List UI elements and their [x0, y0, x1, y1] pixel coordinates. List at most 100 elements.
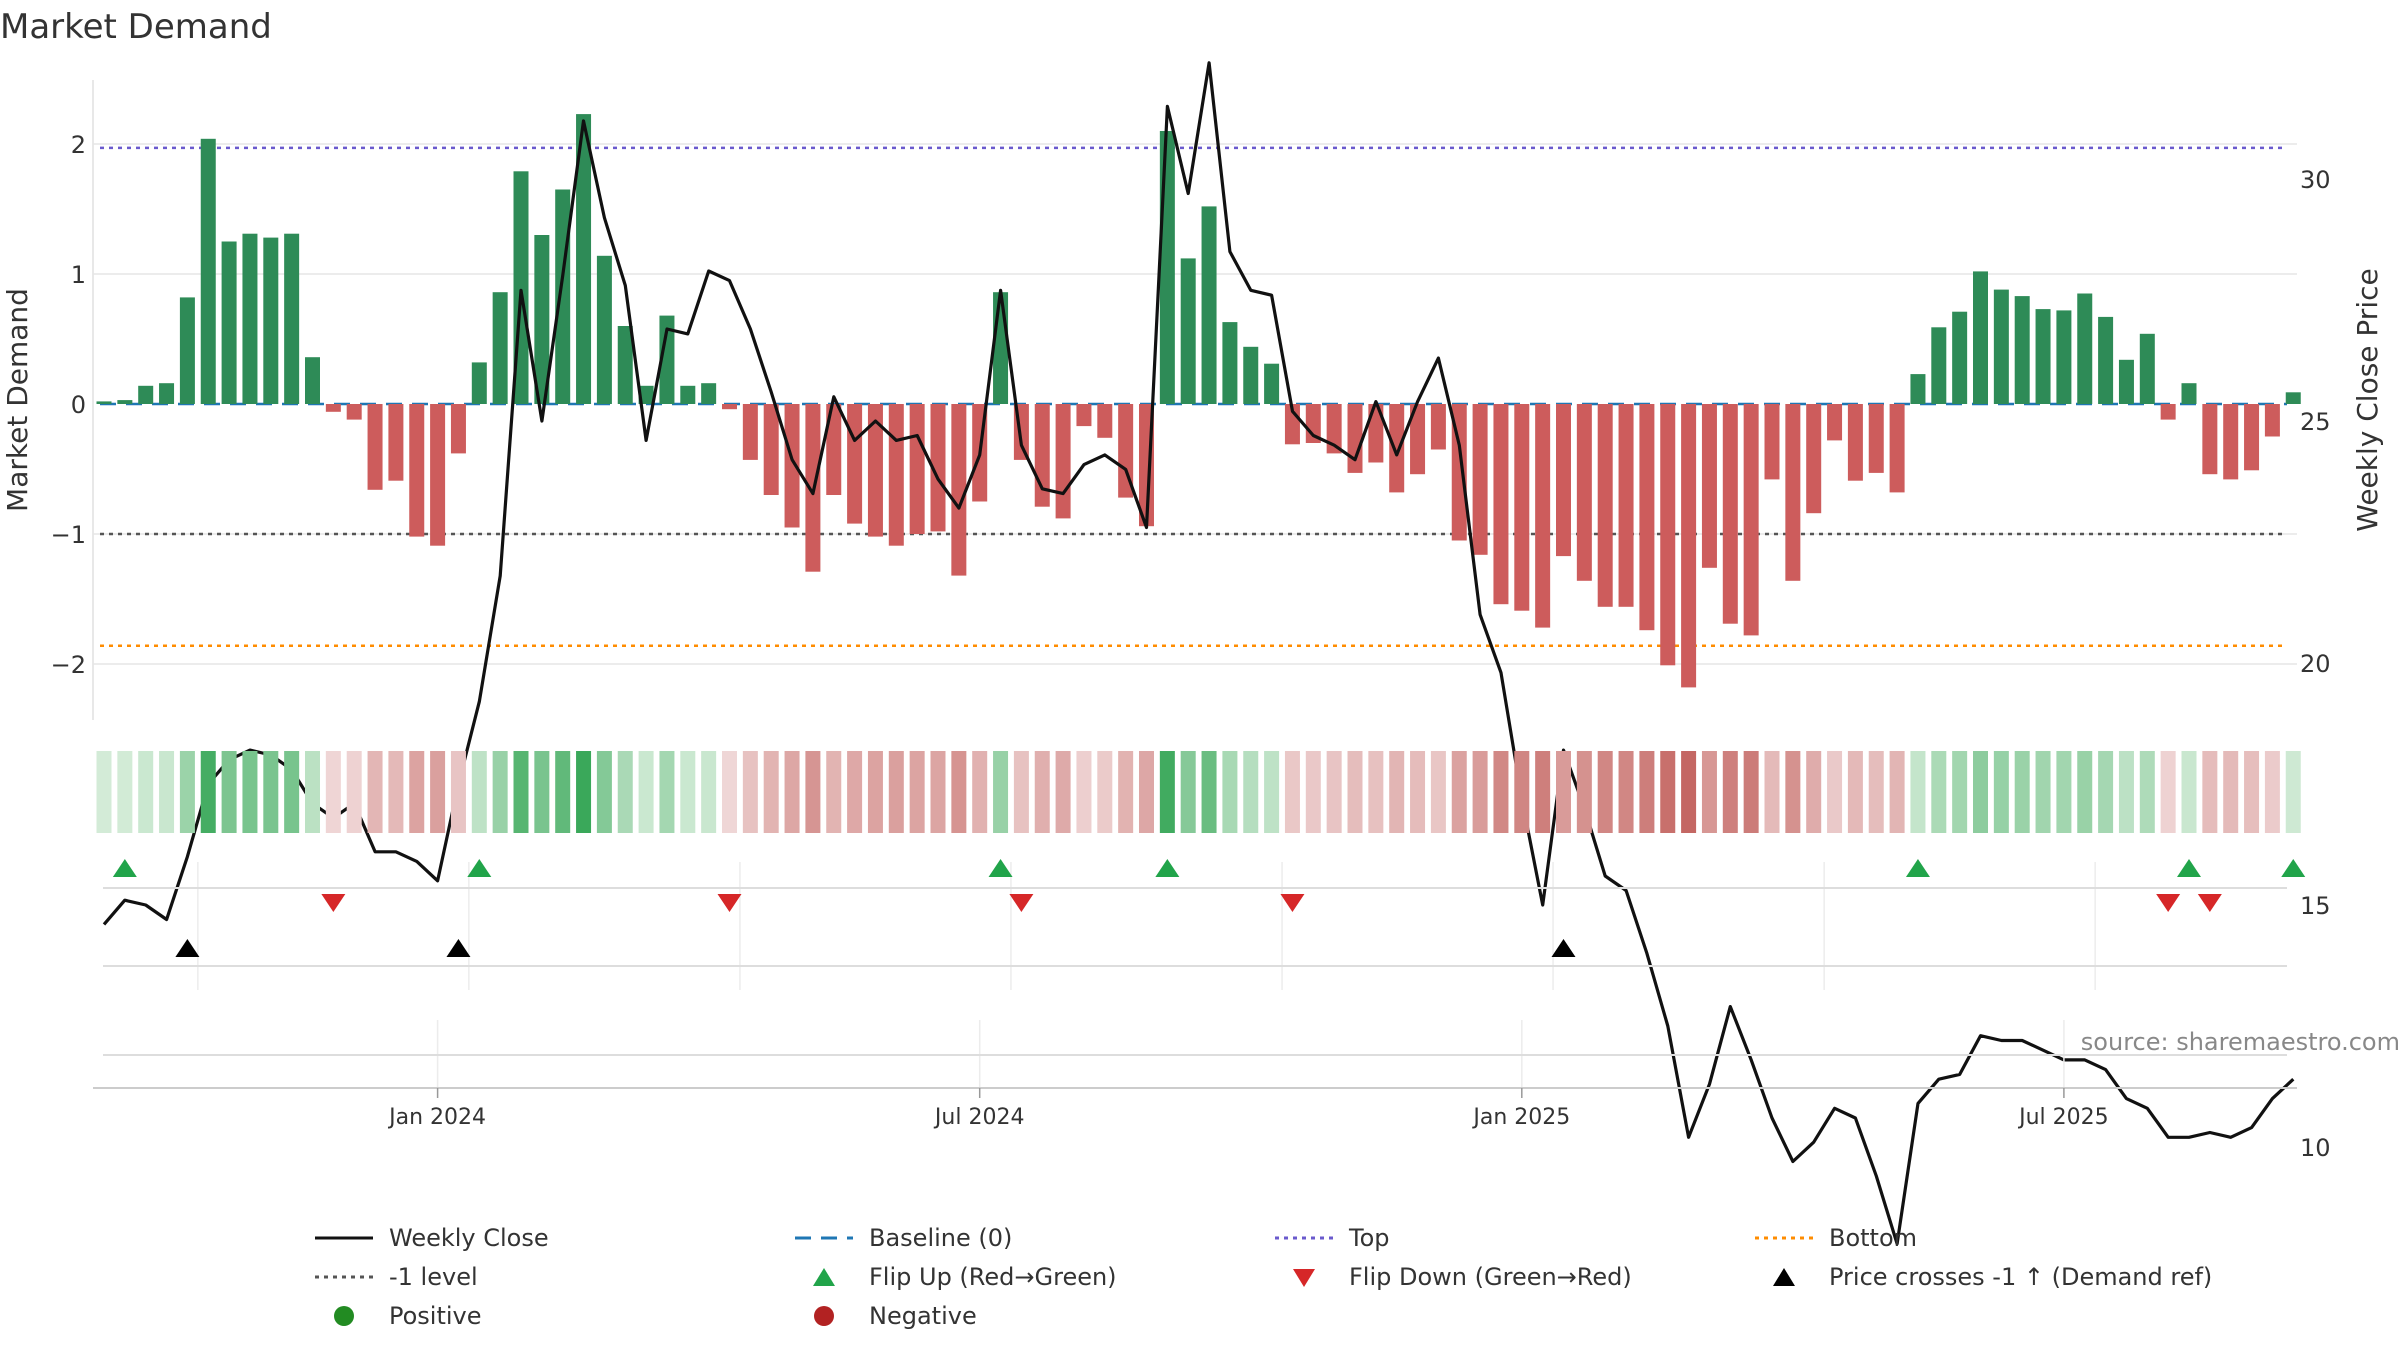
demand-bar: [1493, 404, 1509, 605]
demand-bar: [138, 385, 154, 404]
demand-bar: [159, 383, 175, 404]
demand-bar: [284, 233, 300, 404]
flip-up-marker: [2177, 859, 2201, 877]
chart-title: Market Demand: [0, 7, 272, 47]
x-tick-label: Jul 2025: [2017, 1105, 2109, 1130]
demand-bar: [1222, 322, 1238, 404]
demand-bar: [2077, 293, 2093, 404]
strip-cell: [1576, 751, 1592, 833]
demand-bar: [221, 241, 237, 404]
strip-cell: [1889, 751, 1905, 833]
demand-bar: [1889, 404, 1905, 493]
strip-cell: [826, 751, 842, 833]
demand-bar: [471, 362, 487, 404]
demand-bar: [555, 189, 571, 404]
demand-bar: [617, 326, 633, 404]
demand-bar: [680, 385, 696, 404]
strip-cell: [951, 751, 967, 833]
flip-down-marker: [2197, 894, 2222, 912]
strip-cell: [117, 751, 133, 833]
demand-bar: [450, 404, 466, 454]
demand-bar: [1180, 258, 1196, 404]
strip-cell: [701, 751, 717, 833]
demand-bar: [305, 357, 320, 404]
strip-cell: [284, 751, 300, 833]
demand-bar: [1326, 404, 1342, 454]
strip-cell: [1305, 751, 1321, 833]
strip-cell: [1973, 751, 1988, 833]
strip-cell: [1597, 751, 1613, 833]
strip-cell: [1201, 751, 1217, 833]
demand-bar: [1910, 374, 1926, 404]
demand-bar: [1931, 327, 1947, 404]
demand-bar: [1243, 346, 1259, 404]
demand-bar: [2264, 404, 2280, 437]
strip-cell: [1347, 751, 1363, 833]
demand-bar: [722, 404, 737, 410]
demand-bar: [2285, 392, 2301, 404]
demand-bar: [1097, 404, 1113, 438]
demand-bar: [659, 315, 675, 404]
y-tick-label: 0: [71, 391, 86, 419]
flip-down-marker: [1280, 894, 1305, 912]
demand-bar: [117, 400, 133, 404]
flip-up-marker: [1905, 859, 1930, 877]
demand-bar: [993, 292, 1009, 404]
strip-cell: [867, 751, 883, 833]
strip-cell: [2139, 751, 2155, 833]
demand-bar: [1076, 404, 1092, 427]
strip-cell: [1681, 751, 1697, 833]
demand-bar: [96, 401, 112, 404]
strip-cell: [1722, 751, 1738, 833]
strip-cell: [1535, 751, 1551, 833]
demand-bar: [492, 292, 508, 404]
flip-down-marker: [321, 894, 346, 912]
strip-cell: [200, 751, 216, 833]
strip-cell: [2098, 751, 2114, 833]
demand-bar: [1118, 404, 1134, 498]
strip-cell: [1827, 751, 1843, 833]
demand-bar: [784, 404, 800, 528]
y2-tick-label: 25: [2300, 408, 2331, 436]
demand-bar: [2160, 404, 2176, 420]
flip-down-marker: [1009, 894, 1034, 912]
cross-up-marker: [446, 939, 471, 957]
strip-cell: [1264, 751, 1280, 833]
y-tick-label: −1: [51, 521, 86, 549]
strip-cell: [1910, 751, 1926, 833]
strip-cell: [1556, 751, 1571, 833]
strip-cell: [1243, 751, 1259, 833]
demand-heat-strip: [96, 751, 2301, 833]
demand-bar: [1472, 404, 1488, 555]
flip-up-marker: [988, 859, 1013, 877]
strip-cell: [1013, 751, 1029, 833]
demand-bar: [2014, 296, 2030, 404]
flip-up-marker: [2281, 859, 2306, 877]
y2-tick-label: 10: [2300, 1134, 2331, 1162]
strip-cell: [1097, 751, 1113, 833]
strip-cell: [680, 751, 696, 833]
strip-cell: [763, 751, 779, 833]
strip-cell: [409, 751, 425, 833]
strip-cell: [617, 751, 633, 833]
strip-cell: [1868, 751, 1884, 833]
demand-bar: [2139, 333, 2155, 404]
strip-cell: [1139, 751, 1154, 833]
y-tick-label: 2: [71, 131, 86, 159]
strip-cell: [1055, 751, 1071, 833]
demand-bar: [1618, 404, 1634, 607]
strip-cell: [1660, 751, 1676, 833]
strip-cell: [1410, 751, 1426, 833]
demand-bar: [242, 233, 258, 404]
demand-bar: [1701, 404, 1717, 568]
strip-cell: [1159, 751, 1175, 833]
strip-cell: [179, 751, 195, 833]
strip-cell: [513, 751, 529, 833]
demand-bar: [200, 138, 216, 405]
cross-up-marker: [1551, 939, 1576, 957]
demand-bar: [847, 404, 863, 524]
demand-bar: [1556, 404, 1571, 557]
weekly-close-line: [102, 61, 2295, 1246]
y2-tick-label: 30: [2300, 166, 2331, 194]
